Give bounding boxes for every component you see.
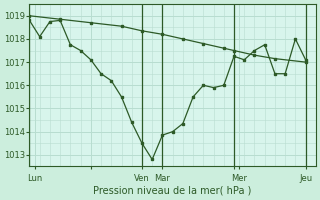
X-axis label: Pression niveau de la mer( hPa ): Pression niveau de la mer( hPa ) xyxy=(93,186,252,196)
